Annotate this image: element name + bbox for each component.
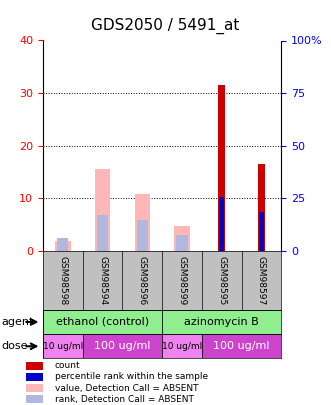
Text: 100 ug/ml: 100 ug/ml xyxy=(94,341,151,351)
Text: ethanol (control): ethanol (control) xyxy=(56,317,149,327)
Bar xyxy=(202,334,281,358)
Bar xyxy=(26,395,43,403)
Bar xyxy=(57,238,69,251)
Text: agent: agent xyxy=(2,317,34,327)
Text: dose: dose xyxy=(2,341,28,351)
Text: count: count xyxy=(55,361,80,370)
Text: GDS2050 / 5491_at: GDS2050 / 5491_at xyxy=(91,18,240,34)
Text: 100 ug/ml: 100 ug/ml xyxy=(213,341,270,351)
Bar xyxy=(162,310,281,334)
Bar xyxy=(135,194,150,251)
Bar xyxy=(26,362,43,370)
Text: percentile rank within the sample: percentile rank within the sample xyxy=(55,373,208,382)
Bar xyxy=(26,384,43,392)
Bar xyxy=(43,334,83,358)
Bar xyxy=(97,215,108,251)
Bar xyxy=(95,169,110,251)
Text: 10 ug/ml: 10 ug/ml xyxy=(162,342,202,351)
Text: GSM98594: GSM98594 xyxy=(98,256,107,305)
Text: GSM98597: GSM98597 xyxy=(257,256,266,305)
Text: GSM98598: GSM98598 xyxy=(58,256,68,305)
Bar xyxy=(43,310,162,334)
Text: rank, Detection Call = ABSENT: rank, Detection Call = ABSENT xyxy=(55,395,194,404)
Bar xyxy=(218,85,225,251)
Text: 10 ug/ml: 10 ug/ml xyxy=(43,342,83,351)
Bar xyxy=(219,197,224,251)
Text: GSM98599: GSM98599 xyxy=(177,256,187,305)
Bar xyxy=(174,226,190,251)
Text: value, Detection Call = ABSENT: value, Detection Call = ABSENT xyxy=(55,384,198,392)
Text: GSM98595: GSM98595 xyxy=(217,256,226,305)
Bar xyxy=(26,373,43,381)
Bar xyxy=(176,235,188,251)
Text: GSM98596: GSM98596 xyxy=(138,256,147,305)
Bar xyxy=(162,334,202,358)
Bar xyxy=(83,334,162,358)
Text: azinomycin B: azinomycin B xyxy=(184,317,259,327)
Bar xyxy=(137,220,148,251)
Bar xyxy=(259,211,264,251)
Bar xyxy=(258,164,265,251)
Bar xyxy=(55,241,71,251)
